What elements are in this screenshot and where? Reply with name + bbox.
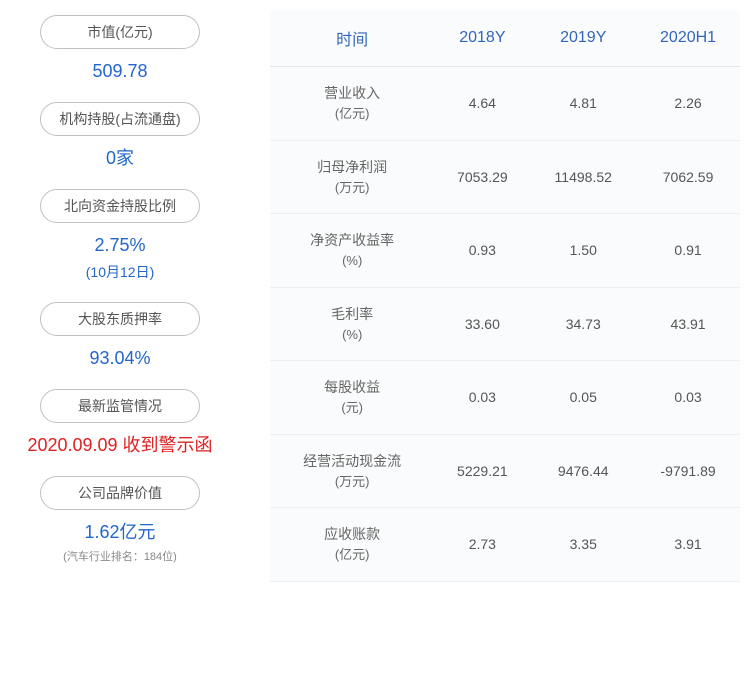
val-cell: 0.03 — [636, 361, 740, 435]
val-cell: 2.26 — [636, 67, 740, 141]
market-cap-value: 509.78 — [92, 59, 147, 84]
regulation-label: 最新监管情况 — [40, 389, 200, 423]
right-panel: 时间 2018Y 2019Y 2020H1 营业收入 (亿元) 4.64 4.8… — [240, 0, 750, 678]
metric-unit: (万元) — [278, 178, 426, 198]
metric-name: 经营活动现金流 — [278, 451, 426, 472]
table-body: 营业收入 (亿元) 4.64 4.81 2.26 归母净利润 (万元) 7053… — [270, 67, 740, 582]
regulation-value: 2020.09.09 收到警示函 — [27, 433, 212, 458]
val-cell: 7062.59 — [636, 140, 740, 214]
val-cell: 11498.52 — [530, 140, 636, 214]
brand-value: 1.62亿元 — [84, 520, 155, 545]
metric-name: 营业收入 — [278, 83, 426, 104]
val-cell: 2.73 — [434, 508, 530, 582]
col-time: 时间 — [270, 10, 434, 67]
table-row: 归母净利润 (万元) 7053.29 11498.52 7062.59 — [270, 140, 740, 214]
market-cap-label: 市值(亿元) — [40, 15, 200, 49]
metric-cell: 经营活动现金流 (万元) — [270, 434, 434, 508]
table-row: 应收账款 (亿元) 2.73 3.35 3.91 — [270, 508, 740, 582]
val-cell: 0.05 — [530, 361, 636, 435]
northbound-date: (10月12日) — [86, 264, 154, 280]
val-cell: 7053.29 — [434, 140, 530, 214]
metric-unit: (亿元) — [278, 104, 426, 124]
financial-table: 时间 2018Y 2019Y 2020H1 营业收入 (亿元) 4.64 4.8… — [270, 10, 740, 582]
val-cell: 4.64 — [434, 67, 530, 141]
val-cell: 0.93 — [434, 214, 530, 288]
metric-unit: (元) — [278, 398, 426, 418]
metric-name: 应收账款 — [278, 524, 426, 545]
table-row: 每股收益 (元) 0.03 0.05 0.03 — [270, 361, 740, 435]
pledge-label: 大股东质押率 — [40, 302, 200, 336]
metric-unit: (%) — [278, 251, 426, 271]
inst-holding-label: 机构持股(占流通盘) — [40, 102, 200, 136]
metric-unit: (万元) — [278, 472, 426, 492]
col-2019y: 2019Y — [530, 10, 636, 67]
table-row: 营业收入 (亿元) 4.64 4.81 2.26 — [270, 67, 740, 141]
val-cell: 33.60 — [434, 287, 530, 361]
brand-label: 公司品牌价值 — [40, 476, 200, 510]
metric-cell: 应收账款 (亿元) — [270, 508, 434, 582]
northbound-value: 2.75% (10月12日) — [86, 233, 154, 283]
val-cell: 4.81 — [530, 67, 636, 141]
northbound-label: 北向资金持股比例 — [40, 189, 200, 223]
val-cell: 34.73 — [530, 287, 636, 361]
metric-name: 每股收益 — [278, 377, 426, 398]
val-cell: 1.50 — [530, 214, 636, 288]
metric-name: 净资产收益率 — [278, 230, 426, 251]
val-cell: 9476.44 — [530, 434, 636, 508]
metric-name: 归母净利润 — [278, 157, 426, 178]
table-header-row: 时间 2018Y 2019Y 2020H1 — [270, 10, 740, 67]
metric-cell: 归母净利润 (万元) — [270, 140, 434, 214]
val-cell: -9791.89 — [636, 434, 740, 508]
metric-name: 毛利率 — [278, 304, 426, 325]
metric-cell: 毛利率 (%) — [270, 287, 434, 361]
table-row: 毛利率 (%) 33.60 34.73 43.91 — [270, 287, 740, 361]
val-cell: 5229.21 — [434, 434, 530, 508]
metric-cell: 净资产收益率 (%) — [270, 214, 434, 288]
val-cell: 43.91 — [636, 287, 740, 361]
val-cell: 3.91 — [636, 508, 740, 582]
val-cell: 0.91 — [636, 214, 740, 288]
table-row: 经营活动现金流 (万元) 5229.21 9476.44 -9791.89 — [270, 434, 740, 508]
col-2020h1: 2020H1 — [636, 10, 740, 67]
pledge-value: 93.04% — [89, 346, 150, 371]
val-cell: 3.35 — [530, 508, 636, 582]
metric-unit: (%) — [278, 325, 426, 345]
inst-holding-value: 0家 — [106, 146, 134, 171]
brand-rank-note: (汽车行业排名：184位) — [63, 548, 177, 564]
table-row: 净资产收益率 (%) 0.93 1.50 0.91 — [270, 214, 740, 288]
metric-unit: (亿元) — [278, 545, 426, 565]
metric-cell: 每股收益 (元) — [270, 361, 434, 435]
col-2018y: 2018Y — [434, 10, 530, 67]
val-cell: 0.03 — [434, 361, 530, 435]
left-panel: 市值(亿元) 509.78 机构持股(占流通盘) 0家 北向资金持股比例 2.7… — [0, 0, 240, 678]
metric-cell: 营业收入 (亿元) — [270, 67, 434, 141]
northbound-pct: 2.75% — [94, 235, 145, 255]
